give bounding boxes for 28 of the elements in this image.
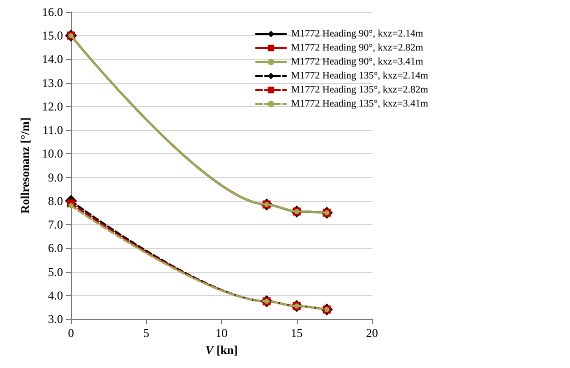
y-tick-label: 9.0 bbox=[48, 170, 63, 184]
legend-label: M1772 Heading 135°, kxz=2.82m bbox=[291, 84, 428, 96]
x-axis-title: V [kn] bbox=[205, 342, 238, 357]
y-tick-label: 8.0 bbox=[48, 194, 63, 208]
legend-label: M1772 Heading 135°, kxz=3.41m bbox=[291, 98, 428, 110]
y-tick-label: 13.0 bbox=[42, 76, 63, 90]
x-tick-label: 0 bbox=[68, 326, 74, 340]
y-tick-label: 15.0 bbox=[42, 28, 63, 43]
y-tick-label: 3.0 bbox=[48, 312, 63, 326]
y-tick-label: 5.0 bbox=[48, 264, 63, 279]
legend-label: M1772 Heading 90°, kxz=2.14m bbox=[291, 28, 424, 40]
y-tick-label: 11.0 bbox=[42, 123, 63, 138]
y-axis-title: Rollresonanz [°/m] bbox=[18, 117, 32, 214]
y-tick-label: 6.0 bbox=[48, 241, 63, 256]
legend-label: M1772 Heading 90°, kxz=3.41m bbox=[291, 56, 424, 68]
x-tick-label: 10 bbox=[216, 326, 228, 340]
point bbox=[68, 203, 74, 208]
y-tick-label: 14.0 bbox=[42, 52, 63, 66]
x-tick-label: 5 bbox=[143, 326, 150, 340]
y-tick-label: 10.0 bbox=[42, 146, 63, 161]
legend-label: M1772 Heading 90°, kxz=2.82m bbox=[291, 42, 424, 54]
y-tick-label: 12.0 bbox=[42, 99, 63, 114]
y-tick-label: 16.0 bbox=[42, 5, 63, 19]
y-tick-label: 4.0 bbox=[48, 288, 63, 302]
x-tick-label: 20 bbox=[366, 326, 378, 340]
x-tick-label: 15 bbox=[290, 326, 303, 340]
y-tick-label: 7.0 bbox=[48, 218, 63, 232]
legend-label: M1772 Heading 135°, kxz=2.14m bbox=[291, 70, 428, 82]
